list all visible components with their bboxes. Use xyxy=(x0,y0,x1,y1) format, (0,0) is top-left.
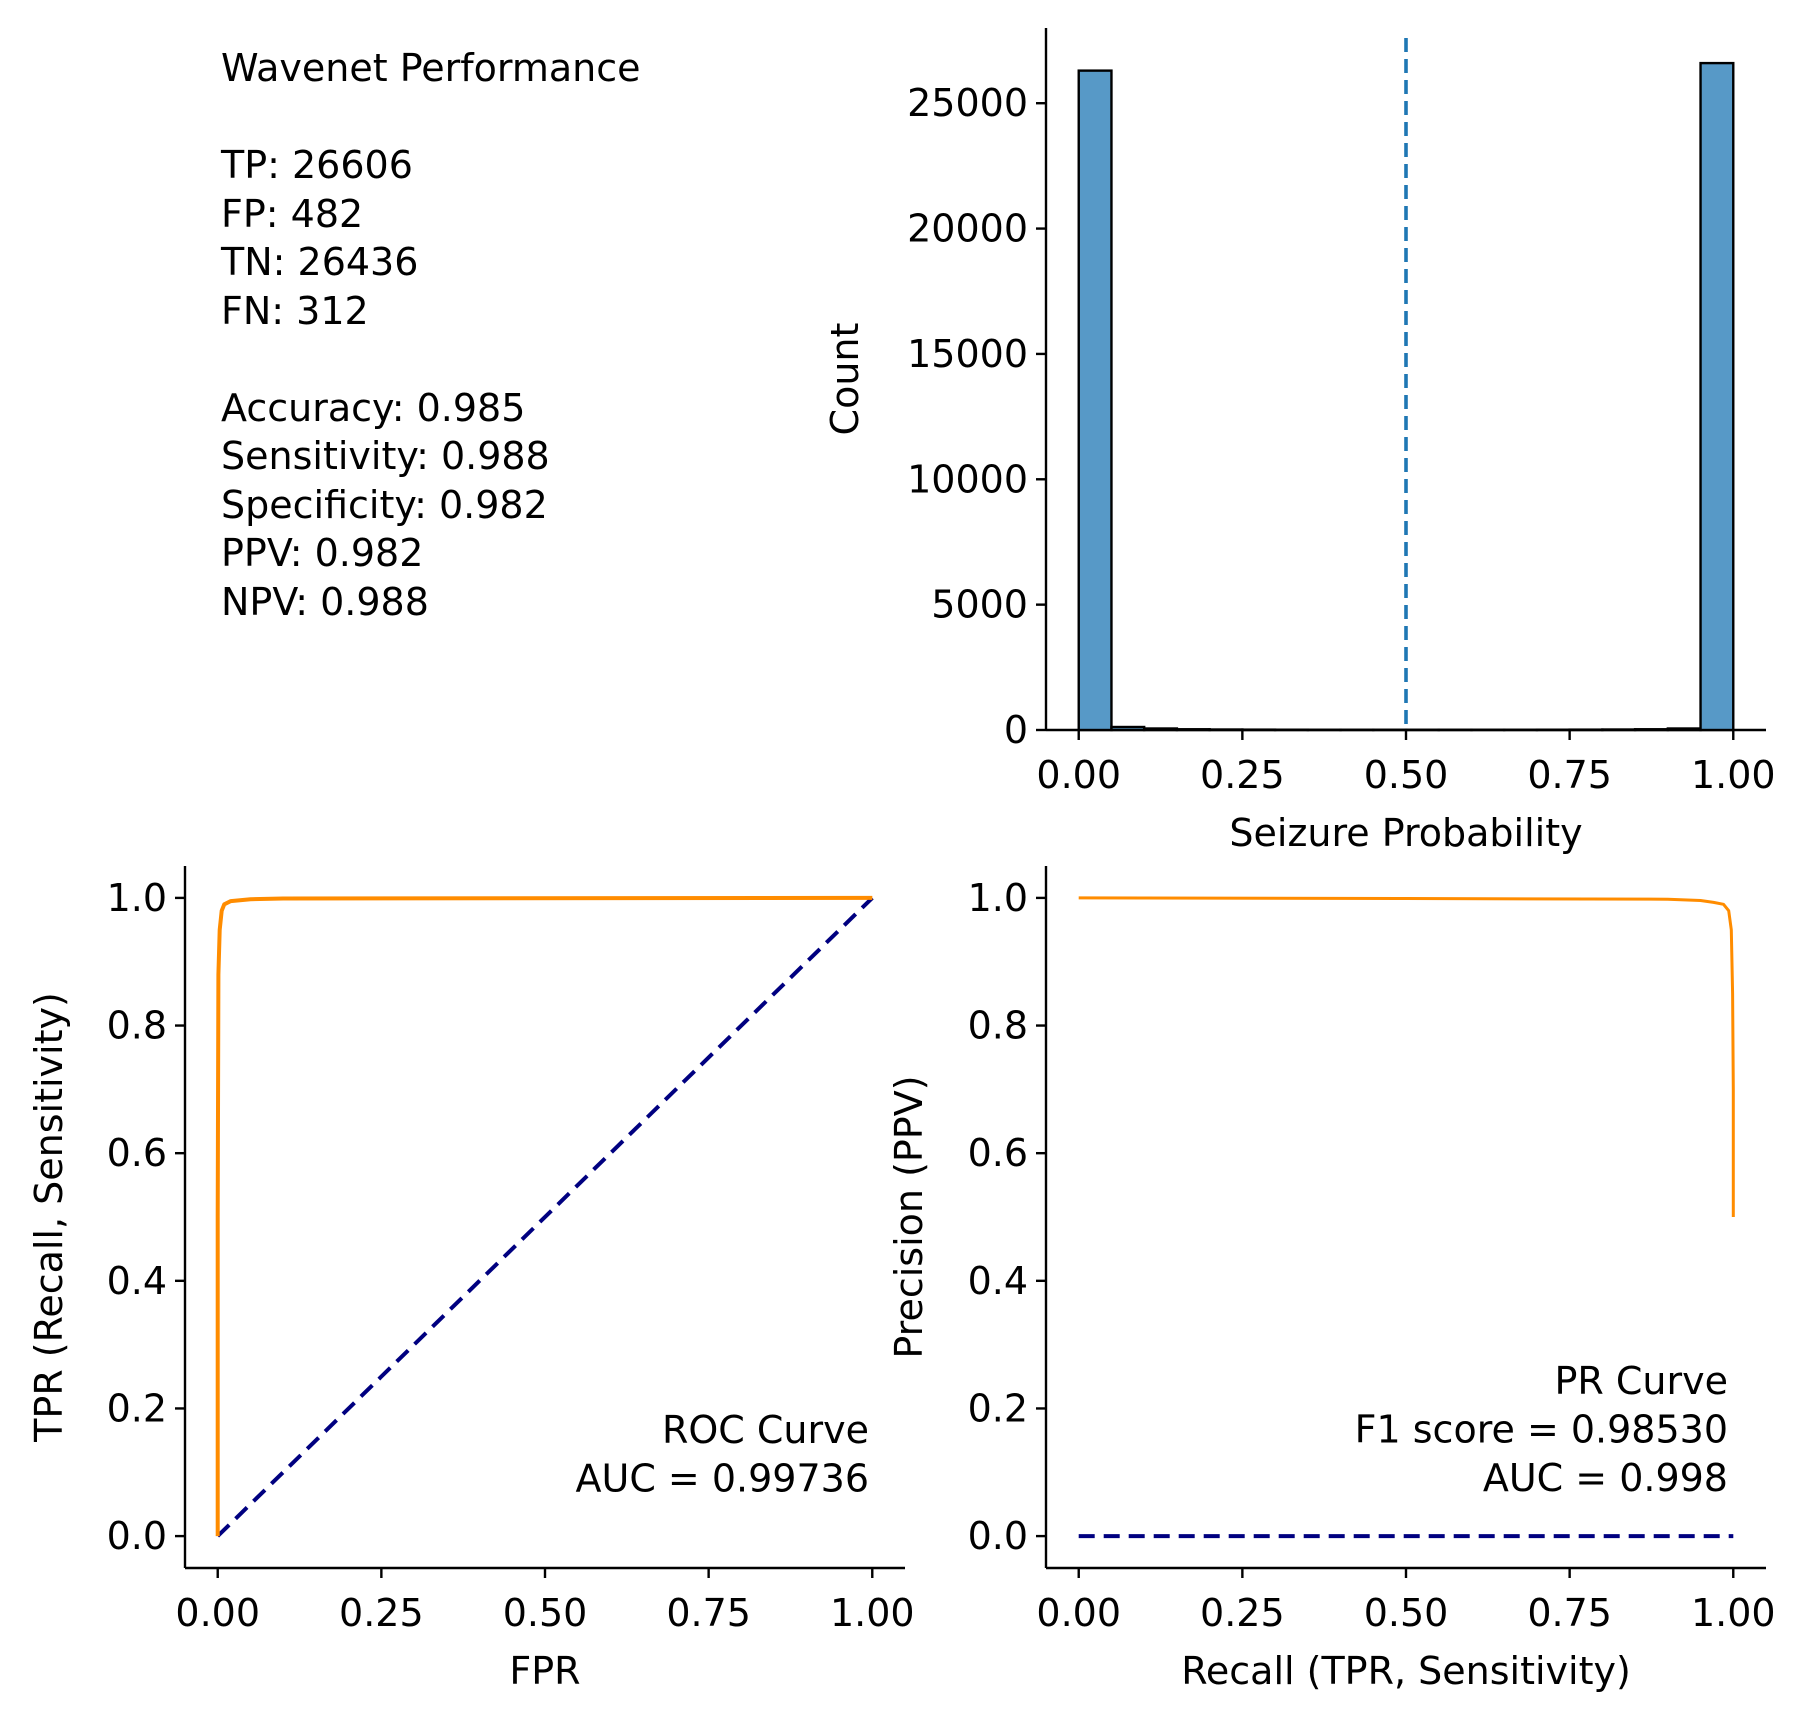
y-tick-label: 0.6 xyxy=(968,1131,1028,1175)
stat-sensitivity: Sensitivity: 0.988 xyxy=(221,434,550,478)
x-tick-label: 0.50 xyxy=(1364,753,1449,797)
y-tick-label: 0.0 xyxy=(107,1514,167,1558)
x-axis-label: Recall (TPR, Sensitivity) xyxy=(1181,1649,1631,1693)
stat-fp: FP: 482 xyxy=(221,191,364,236)
pr-annotation: PR Curve xyxy=(1554,1359,1728,1403)
stat-npv: NPV: 0.988 xyxy=(221,579,429,624)
chance-diagonal-line xyxy=(216,896,874,1538)
x-tick-label: 1.00 xyxy=(830,1591,915,1635)
pr-annotation: F1 score = 0.98530 xyxy=(1355,1408,1728,1452)
x-axis-label: FPR xyxy=(509,1649,580,1693)
y-tick-label: 1.0 xyxy=(968,876,1028,920)
histogram-bar xyxy=(1601,728,1637,732)
x-tick-label: 0.25 xyxy=(1200,753,1285,797)
x-tick-label: 0.00 xyxy=(1036,1591,1121,1635)
x-tick-label: 0.75 xyxy=(666,1591,751,1635)
y-axis-label: Count xyxy=(823,323,867,436)
performance-summary: Wavenet Performance TP: 26606 FP: 482 TN… xyxy=(221,44,641,626)
stat-accuracy: Accuracy: 0.985 xyxy=(221,385,526,430)
y-tick-label: 5000 xyxy=(931,583,1028,627)
summary-title: Wavenet Performance xyxy=(221,46,641,90)
roc-chart: 0.00 0.25 0.50 0.75 1.00 0.0 0.2 0.4 0.6 0.8 1.0 FP… xyxy=(27,866,915,1693)
y-tick-label: 20000 xyxy=(907,207,1028,251)
roc-annotation: ROC Curve xyxy=(662,1408,869,1452)
x-tick-label: 0.50 xyxy=(1364,1591,1449,1635)
y-axis-label: Precision (PPV) xyxy=(887,1075,931,1358)
pr-chart: 0.00 0.25 0.50 0.75 1.00 0.0 0.2 0.4 0.6 0.8 1.0 Re… xyxy=(887,866,1776,1693)
x-tick-label: 0.75 xyxy=(1527,1591,1612,1635)
x-axis-label: Seizure Probability xyxy=(1229,811,1582,855)
pr-curve-line xyxy=(1078,896,1735,1217)
y-tick-label: 0.4 xyxy=(107,1259,167,1303)
histogram-bar xyxy=(1175,728,1211,732)
y-tick-label: 1.0 xyxy=(107,876,167,920)
histogram-bar xyxy=(1633,728,1670,732)
stat-fn: FN: 312 xyxy=(221,288,369,333)
x-tick-label: 0.75 xyxy=(1527,753,1612,797)
stat-tn: TN: 26436 xyxy=(221,240,419,284)
y-tick-label: 0.8 xyxy=(968,1004,1028,1048)
y-tick-label: 25000 xyxy=(907,81,1028,125)
histogram-bar xyxy=(1142,727,1179,732)
x-tick-label: 0.50 xyxy=(503,1591,588,1635)
y-tick-label: 0.2 xyxy=(968,1386,1028,1430)
y-tick-label: 0.8 xyxy=(107,1004,167,1048)
histogram-chart: 0.00 0.25 0.50 0.75 1.00 0 5000 10000 15000 20000… xyxy=(823,28,1776,855)
y-tick-label: 0.4 xyxy=(968,1259,1028,1303)
x-tick-label: 0.25 xyxy=(339,1591,424,1635)
histogram-bar xyxy=(1208,728,1244,732)
y-tick-label: 10000 xyxy=(907,457,1028,501)
y-axis-label: TPR (Recall, Sensitivity) xyxy=(27,992,71,1443)
y-tick-label: 0.6 xyxy=(107,1131,167,1175)
stat-tp: TP: 26606 xyxy=(221,143,413,187)
histogram-bar xyxy=(1110,725,1146,732)
pr-annotation: AUC = 0.998 xyxy=(1483,1456,1728,1500)
histogram-bar xyxy=(1077,69,1113,732)
x-tick-label: 0.25 xyxy=(1200,1591,1285,1635)
roc-annotation: AUC = 0.99736 xyxy=(576,1457,869,1501)
y-tick-label: 0.2 xyxy=(107,1386,167,1430)
roc-curve-line xyxy=(215,895,873,1537)
y-tick-label: 15000 xyxy=(907,332,1028,376)
y-tick-label: 0.0 xyxy=(968,1514,1028,1558)
histogram-bar xyxy=(1666,727,1702,732)
x-tick-label: 1.00 xyxy=(1691,1591,1776,1635)
x-tick-label: 0.00 xyxy=(175,1591,260,1635)
x-tick-label: 1.00 xyxy=(1691,753,1776,797)
stat-ppv: PPV: 0.982 xyxy=(221,531,424,575)
stat-specificity: Specificity: 0.982 xyxy=(221,482,548,527)
y-tick-label: 0 xyxy=(1004,708,1028,752)
x-tick-label: 0.00 xyxy=(1036,753,1121,797)
histogram-bar xyxy=(1699,61,1735,732)
